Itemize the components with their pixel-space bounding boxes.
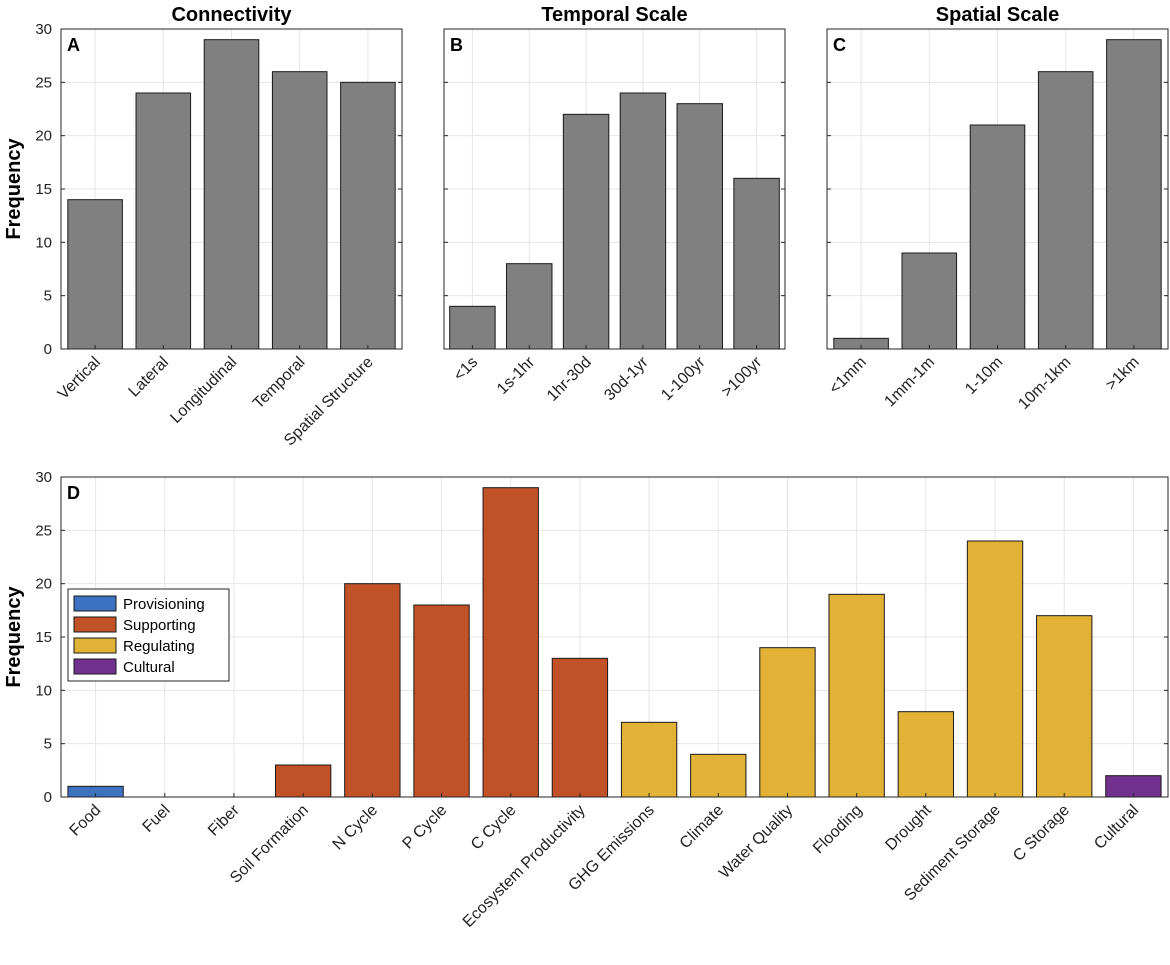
y-tick-label: 10 (35, 234, 52, 251)
x-category-label: 1s-1hr (494, 353, 539, 398)
bar-1-100yr (676, 103, 723, 350)
x-category-label: N Cycle (330, 802, 382, 854)
panel-title: Temporal Scale (541, 4, 687, 26)
bar-c-storage (1036, 615, 1093, 798)
x-category-label: Vertical (55, 354, 104, 403)
x-category-label: Fiber (205, 801, 243, 839)
x-category-label: 1-100yr (658, 353, 709, 404)
legend-swatch (73, 658, 117, 675)
x-category-label: >100yr (718, 353, 765, 400)
x-category-label: Drought (882, 801, 935, 854)
y-axis-label: Frequency (3, 138, 25, 240)
x-category-label: Climate (677, 802, 727, 852)
bar-climate (690, 753, 747, 798)
x-category-label: <1s (451, 354, 482, 385)
panel-letter: A (67, 35, 80, 55)
x-category-label: 10m-1km (1015, 354, 1074, 413)
y-tick-label: 5 (44, 736, 52, 753)
legend-label: Supporting (123, 617, 196, 634)
x-category-label: Cultural (1091, 802, 1142, 853)
panel-letter: C (833, 35, 846, 55)
y-tick-label: 20 (35, 128, 52, 145)
bar-p-cycle (413, 604, 470, 798)
legend-label: Cultural (123, 659, 175, 676)
x-category-label: P Cycle (400, 802, 451, 853)
y-tick-label: 0 (44, 789, 52, 806)
panel-title: Connectivity (171, 4, 292, 26)
bar-1s (449, 305, 496, 350)
bar-c-cycle (482, 487, 539, 798)
bar-n-cycle (344, 583, 401, 798)
bar-sediment-storage (966, 540, 1024, 798)
x-category-label: 1-10m (962, 354, 1006, 398)
panel-letter: B (450, 35, 463, 55)
bar-1s-1hr (506, 263, 553, 350)
y-tick-label: 30 (35, 21, 52, 38)
x-category-label: Ecosystem Productivity (460, 802, 589, 931)
bar-longitudinal (203, 39, 260, 350)
panel-letter: D (67, 483, 80, 503)
bar-vertical (67, 199, 123, 350)
x-category-label: Longitudinal (167, 354, 240, 427)
y-tick-label: 10 (35, 682, 52, 699)
y-tick-label: 15 (35, 181, 52, 198)
bar-soil-formation (274, 764, 332, 798)
legend-label: Provisioning (123, 596, 205, 613)
bar-spatial-structure (340, 81, 396, 350)
x-category-label: Lateral (126, 354, 173, 401)
panel-title: Spatial Scale (936, 4, 1059, 26)
bar-1hr-30d (562, 113, 610, 350)
bar-flooding (828, 593, 885, 798)
bar-temporal (271, 71, 328, 350)
y-tick-label: 30 (35, 469, 52, 486)
y-tick-label: 5 (44, 288, 52, 305)
bar-ghg-emissions (620, 721, 678, 798)
legend-label: Regulating (123, 638, 195, 655)
bar-1-10m (969, 124, 1026, 350)
bar-30d-1yr (619, 92, 667, 350)
y-tick-label: 25 (35, 522, 52, 539)
y-tick-label: 15 (35, 629, 52, 646)
y-tick-label: 20 (35, 576, 52, 593)
x-category-label: C Cycle (468, 802, 520, 854)
x-category-label: 1hr-30d (544, 354, 595, 405)
bar-drought (897, 711, 955, 798)
legend-swatch (73, 595, 117, 612)
legend-swatch (73, 616, 117, 633)
bar-ecosystem-productivity (551, 657, 609, 798)
x-category-label: Food (67, 802, 105, 840)
y-tick-label: 0 (44, 341, 52, 358)
legend-swatch (73, 637, 117, 654)
panel-c: <1mm 1mm-1m 1-10m 10m-1km >1km Spatial Scale C (826, 4, 1169, 413)
legend: Provisioning Supporting Regulating Cultural (67, 588, 230, 682)
x-category-label: 1mm-1m (881, 354, 938, 411)
x-category-label: Fuel (140, 802, 174, 836)
panel-b: <1s 1s-1hr 1hr-30d 30d-1yr 1-100yr >100yr Temp… (443, 4, 786, 405)
bar-1km (1106, 39, 1162, 350)
bar-100yr (733, 177, 780, 350)
bar-lateral (135, 92, 192, 350)
x-category-label: >1km (1103, 354, 1143, 394)
x-category-label: Water Quality (716, 802, 796, 882)
y-tick-label: 25 (35, 74, 52, 91)
x-category-label: Temporal (250, 354, 309, 413)
bar-1mm-1m (901, 252, 958, 350)
x-category-label: <1mm (826, 354, 870, 398)
bar-10m-1km (1037, 71, 1094, 350)
x-category-label: C Storage (1010, 802, 1073, 865)
x-category-label: 30d-1yr (601, 353, 652, 404)
y-axis-label: Frequency (3, 586, 25, 688)
bar-water-quality (759, 647, 816, 798)
x-category-label: Flooding (810, 802, 865, 857)
